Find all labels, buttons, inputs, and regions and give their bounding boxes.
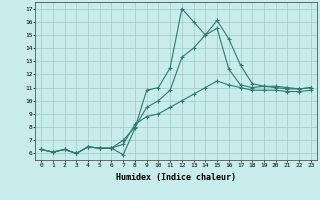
X-axis label: Humidex (Indice chaleur): Humidex (Indice chaleur) [116, 173, 236, 182]
